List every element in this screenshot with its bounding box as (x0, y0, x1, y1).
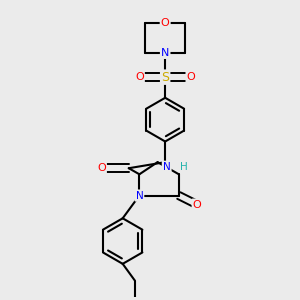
Text: O: O (187, 72, 195, 82)
Text: N: N (136, 190, 143, 200)
Text: O: O (135, 72, 144, 82)
Text: O: O (161, 17, 170, 28)
Text: O: O (97, 163, 106, 173)
Text: S: S (161, 70, 169, 84)
Text: O: O (193, 200, 201, 210)
Text: N: N (161, 48, 170, 58)
Text: N: N (163, 162, 171, 172)
Text: H: H (179, 162, 187, 172)
